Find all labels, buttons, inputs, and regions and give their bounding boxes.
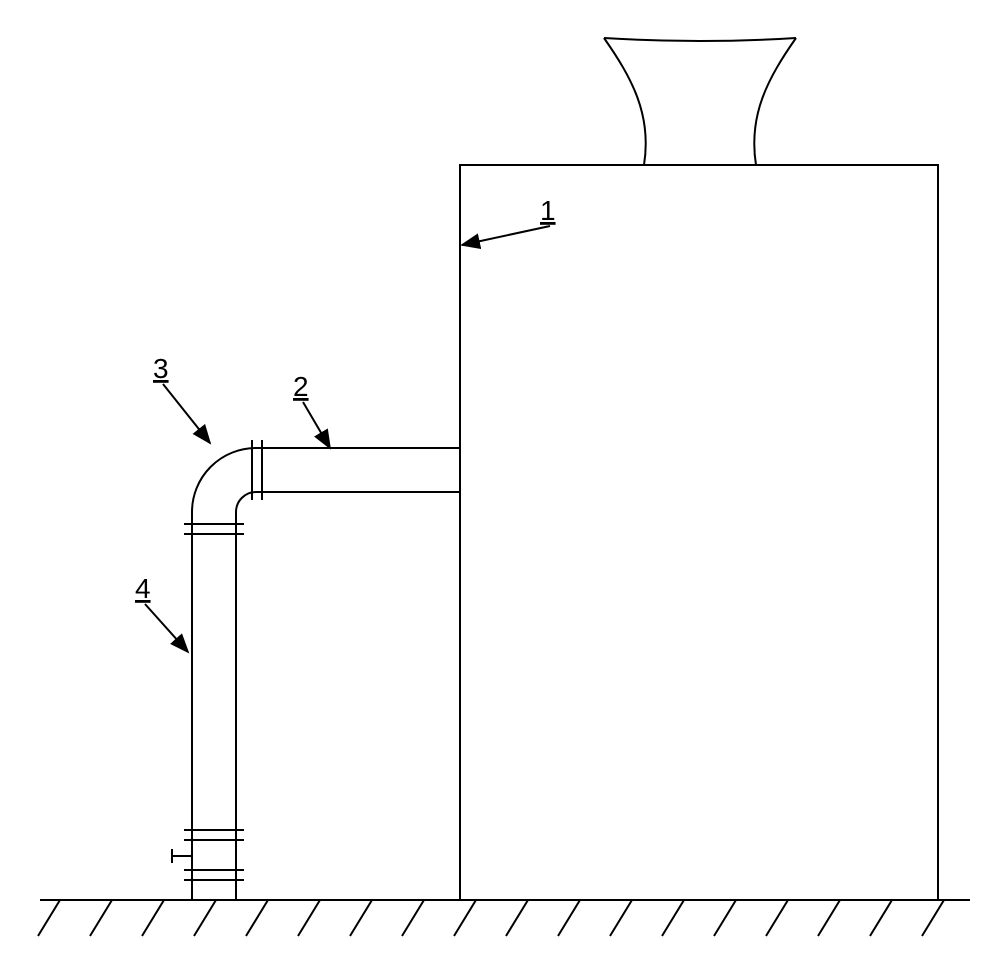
ground-hatch	[662, 900, 684, 936]
ground-hatch	[90, 900, 112, 936]
ground-hatch	[246, 900, 268, 936]
ground-hatch	[766, 900, 788, 936]
label-1: 1	[540, 195, 556, 226]
leader-line-2	[303, 402, 330, 448]
label-4: 4	[135, 573, 151, 604]
ground-hatch	[558, 900, 580, 936]
leader-line-4	[145, 604, 188, 652]
vent-left-curve	[604, 38, 646, 165]
label-2: 2	[293, 371, 309, 402]
schematic-svg: 1 2 3 4	[0, 0, 1000, 975]
ground-hatch	[818, 900, 840, 936]
ground-hatch	[38, 900, 60, 936]
label-3: 3	[153, 353, 169, 384]
elbow-outer	[192, 448, 256, 512]
vent-top-edge	[604, 38, 796, 41]
leader-line-3	[163, 384, 210, 443]
ground-hatch	[714, 900, 736, 936]
ground-hatch	[350, 900, 372, 936]
ground-hatch	[298, 900, 320, 936]
ground-hatch	[402, 900, 424, 936]
ground-hatch	[454, 900, 476, 936]
ground-hatch	[194, 900, 216, 936]
ground-hatch	[610, 900, 632, 936]
diagram-canvas: 1 2 3 4	[0, 0, 1000, 975]
ground-hatch	[870, 900, 892, 936]
ground-hatch	[142, 900, 164, 936]
ground-hatch	[922, 900, 944, 936]
tower-body	[460, 165, 938, 900]
vent-right-curve	[754, 38, 796, 165]
ground-hatch	[506, 900, 528, 936]
leader-line-1	[462, 226, 550, 245]
